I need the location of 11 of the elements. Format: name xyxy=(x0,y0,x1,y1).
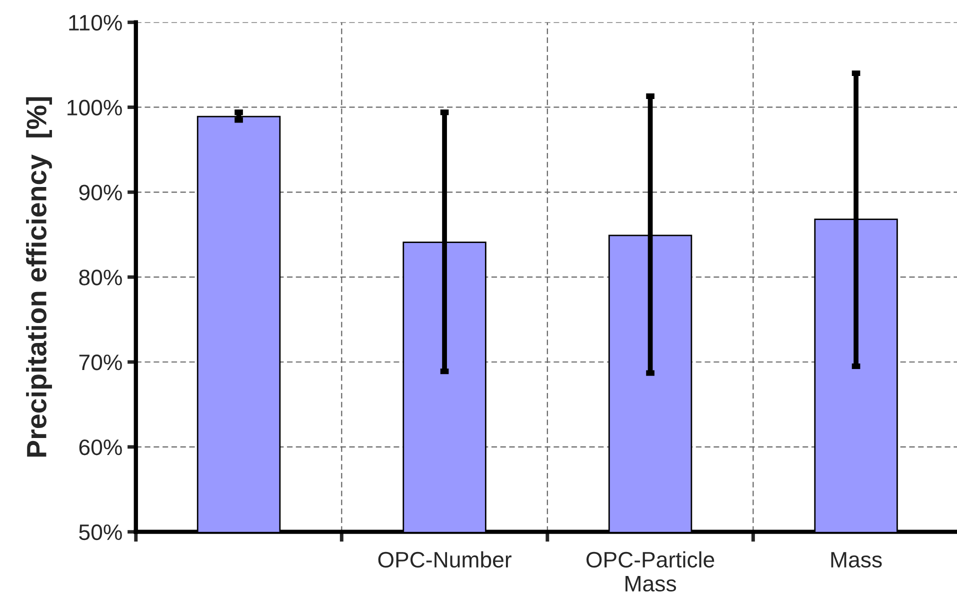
y-axis-title: Precipitation efficiency [%] xyxy=(26,97,52,457)
y-tick-label: 80% xyxy=(79,270,122,286)
y-tick-label: 110% xyxy=(69,14,122,31)
y-tick-label: 70% xyxy=(79,354,122,370)
y-tick-label: 50% xyxy=(79,524,122,540)
y-tick-label: 60% xyxy=(79,439,122,456)
x-tick-label: Mass xyxy=(831,552,882,568)
y-tick-label: 100% xyxy=(68,100,122,116)
x-tick-label: OPC-Particle Mass xyxy=(586,551,714,592)
y-tick-label: 90% xyxy=(79,184,122,200)
x-tick-label: OPC-Number xyxy=(378,551,512,568)
